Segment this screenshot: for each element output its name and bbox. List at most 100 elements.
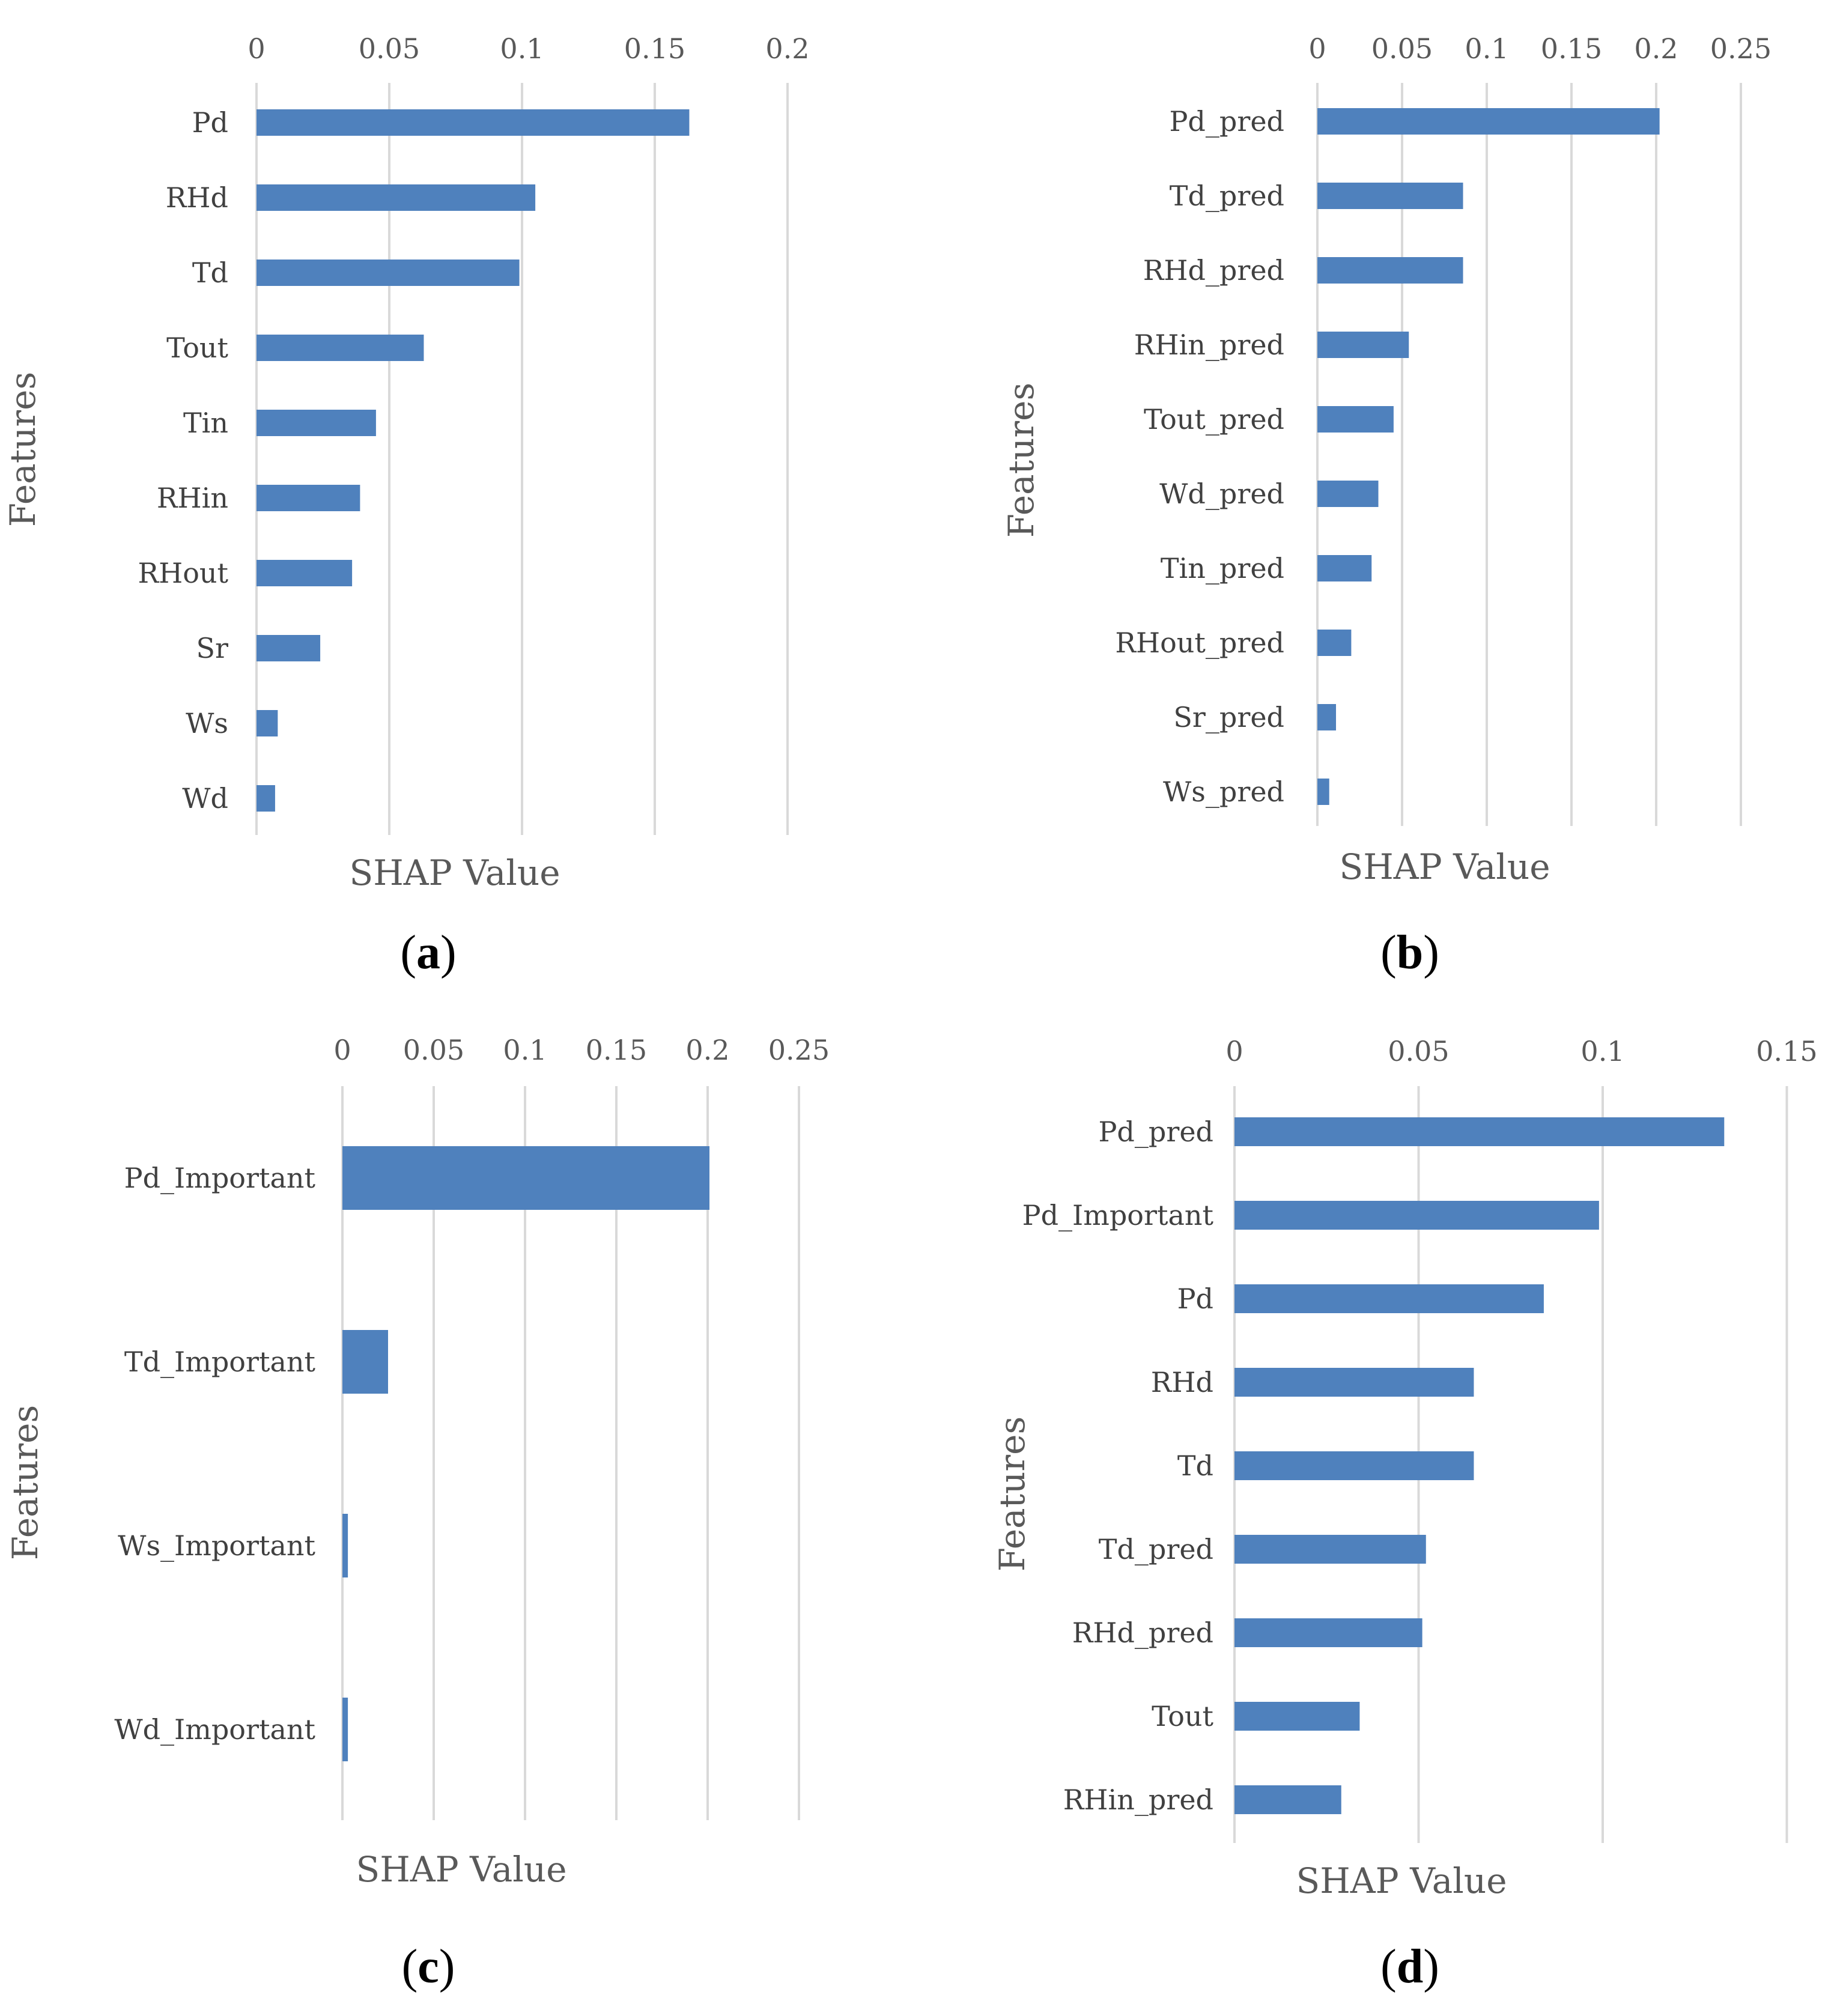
category-label: Pd_pred bbox=[1098, 1116, 1213, 1148]
x-tick-label: 0.2 bbox=[1634, 32, 1678, 65]
panel-paren-open: ( bbox=[1380, 926, 1397, 979]
bar bbox=[342, 1330, 388, 1394]
x-tick-label: 0.1 bbox=[503, 1034, 547, 1066]
category-label: Ws_pred bbox=[1163, 776, 1284, 808]
panel-letter: c bbox=[417, 1940, 439, 1993]
bar bbox=[1317, 555, 1372, 581]
bar bbox=[1234, 1117, 1725, 1146]
category-label: RHd_pred bbox=[1072, 1617, 1213, 1649]
chart-panel-d: 0 0.05 0.1 0.15 Pd_pred Pd_Important Pd RHd Td Td… bbox=[992, 1035, 1818, 1993]
panel-label: (b) bbox=[1380, 926, 1439, 979]
x-tick-label: 0.2 bbox=[685, 1034, 729, 1066]
bar bbox=[1234, 1451, 1474, 1480]
category-label: Pd bbox=[1177, 1283, 1213, 1315]
category-label: Wd bbox=[182, 782, 228, 815]
y-axis-title: Features bbox=[2, 372, 43, 527]
x-tick-label: 0.15 bbox=[1756, 1035, 1817, 1067]
bar bbox=[1317, 108, 1660, 135]
x-tick-label: 0.1 bbox=[1465, 32, 1508, 65]
panel-paren-close: ) bbox=[439, 1940, 455, 1993]
category-label: Td_Important bbox=[124, 1346, 316, 1378]
category-label: Tin_pred bbox=[1161, 552, 1284, 584]
x-tick-label: 0.1 bbox=[1580, 1035, 1624, 1067]
panel-letter: a bbox=[416, 926, 440, 979]
bar bbox=[1317, 332, 1409, 358]
y-axis-title: Features bbox=[1001, 383, 1042, 538]
chart-panel-b: 0 0.05 0.1 0.15 0.2 0.25 Pd_pred Td_pred RHd_pre… bbox=[1001, 32, 1772, 979]
y-axis-title: Features bbox=[992, 1416, 1033, 1571]
category-label: RHd bbox=[166, 181, 228, 214]
category-label: Wd_pred bbox=[1159, 478, 1284, 510]
x-tick-label: 0.05 bbox=[1388, 1035, 1449, 1067]
panel-paren-open: ( bbox=[400, 926, 416, 979]
bar bbox=[257, 109, 690, 136]
category-label: RHin_pred bbox=[1063, 1784, 1213, 1816]
category-label: Ws bbox=[186, 707, 228, 739]
category-label: RHin bbox=[157, 482, 228, 514]
category-label: Sr_pred bbox=[1173, 701, 1284, 733]
category-label: Sr bbox=[196, 632, 228, 664]
bar bbox=[257, 785, 275, 812]
category-label: Wd_Important bbox=[114, 1713, 315, 1746]
bar bbox=[1234, 1785, 1341, 1814]
category-label: Pd bbox=[192, 106, 228, 139]
bar bbox=[1317, 630, 1352, 656]
bar bbox=[1317, 779, 1329, 805]
x-tick-label: 0.15 bbox=[624, 32, 685, 65]
x-tick-label: 0.1 bbox=[500, 32, 544, 65]
x-tick-label: 0.05 bbox=[1371, 32, 1433, 65]
category-label: Tout bbox=[1152, 1700, 1213, 1732]
x-tick-label: 0 bbox=[1308, 32, 1326, 65]
category-label: Pd_Important bbox=[124, 1162, 316, 1194]
panel-paren-close: ) bbox=[1423, 1940, 1439, 1993]
bar bbox=[1234, 1618, 1422, 1647]
x-tick-label: 0.05 bbox=[403, 1034, 464, 1066]
panel-label: (a) bbox=[400, 926, 456, 979]
x-tick-label: 0.15 bbox=[1541, 32, 1602, 65]
category-label: Tout bbox=[166, 332, 228, 364]
bar bbox=[342, 1146, 710, 1210]
category-label: Ws_Important bbox=[118, 1529, 315, 1562]
panel-label: (c) bbox=[402, 1940, 455, 1993]
panel-paren-close: ) bbox=[1423, 926, 1439, 979]
x-axis-title: SHAP Value bbox=[356, 1849, 566, 1890]
panel-paren-open: ( bbox=[1380, 1940, 1397, 1993]
x-axis-title: SHAP Value bbox=[349, 852, 560, 893]
bar bbox=[257, 635, 321, 661]
panel-paren-open: ( bbox=[402, 1940, 418, 1993]
x-tick-label: 0 bbox=[247, 32, 265, 65]
category-label: Tout_pred bbox=[1144, 403, 1284, 436]
x-tick-label: 0.25 bbox=[768, 1034, 830, 1066]
bar bbox=[1234, 1201, 1599, 1230]
bar bbox=[1317, 704, 1337, 730]
bar bbox=[257, 710, 278, 736]
bar bbox=[1317, 183, 1463, 209]
chart-panel-c: 0 0.05 0.1 0.15 0.2 0.25 Pd_Important Td_Import… bbox=[5, 1034, 830, 1993]
x-tick-label: 0.2 bbox=[765, 32, 809, 65]
bar bbox=[257, 260, 520, 286]
panel-letter: b bbox=[1397, 926, 1424, 979]
bar bbox=[1234, 1368, 1474, 1397]
bar bbox=[1317, 257, 1463, 284]
bar bbox=[1234, 1535, 1426, 1564]
bar bbox=[1234, 1702, 1360, 1731]
panel-letter: d bbox=[1397, 1940, 1424, 1993]
category-label: Td bbox=[1177, 1450, 1213, 1482]
category-label: RHout_pred bbox=[1115, 627, 1284, 659]
chart-panel-a: 0 0.05 0.1 0.15 0.2 Pd RHd Td Tout Tin RHin RHout Sr… bbox=[2, 32, 810, 979]
category-label: RHin_pred bbox=[1134, 329, 1284, 361]
category-label: Td_pred bbox=[1099, 1533, 1213, 1565]
x-tick-label: 0 bbox=[1225, 1035, 1243, 1067]
bar bbox=[1317, 481, 1379, 507]
bar bbox=[257, 335, 424, 361]
bar bbox=[257, 184, 536, 211]
bar bbox=[342, 1698, 348, 1761]
category-label: Td_pred bbox=[1170, 180, 1284, 212]
category-label: RHout bbox=[138, 557, 228, 589]
category-label: RHd_pred bbox=[1143, 254, 1284, 287]
x-tick-label: 0.25 bbox=[1710, 32, 1772, 65]
bar bbox=[257, 485, 360, 511]
x-tick-label: 0.15 bbox=[586, 1034, 647, 1066]
bar bbox=[257, 560, 353, 586]
